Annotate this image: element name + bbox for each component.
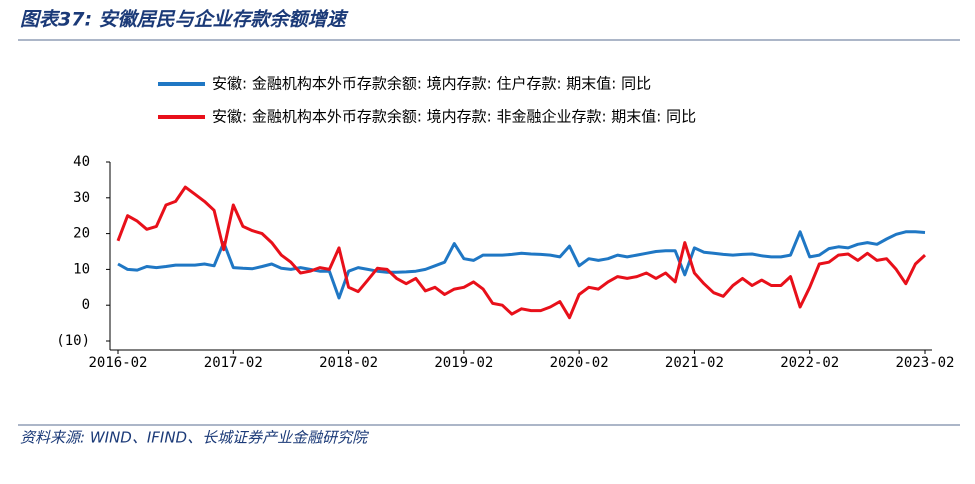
source-note: 资料来源: WIND、IFIND、长城证券产业金融研究院 [20,429,369,447]
series-line [116,185,927,320]
legend-label: 安徽: 金融机构本外币存款余额: 境内存款: 非金融企业存款: 期末值: 同比 [212,108,696,126]
y-tick-label: (10) [56,333,90,349]
legend-label: 安徽: 金融机构本外币存款余额: 境内存款: 住户存款: 期末值: 同比 [212,75,651,93]
y-tick-label: 0 [82,297,90,313]
x-tick-label: 2022-02 [780,355,839,371]
y-tick-label: 30 [73,190,90,206]
y-tick-label: 10 [73,261,90,277]
x-tick-label: 2016-02 [88,355,147,371]
series-line [117,230,926,300]
x-tick-label: 2021-02 [665,355,724,371]
y-tick-label: 40 [73,154,90,170]
y-tick-label: 20 [73,226,90,242]
x-tick-label: 2020-02 [550,355,609,371]
x-tick-label: 2023-02 [895,355,954,371]
figure-title: 图表37: 安徽居民与企业存款余额增速 [20,9,349,31]
x-tick-label: 2018-02 [319,355,378,371]
x-tick-label: 2017-02 [204,355,263,371]
x-tick-label: 2019-02 [434,355,493,371]
